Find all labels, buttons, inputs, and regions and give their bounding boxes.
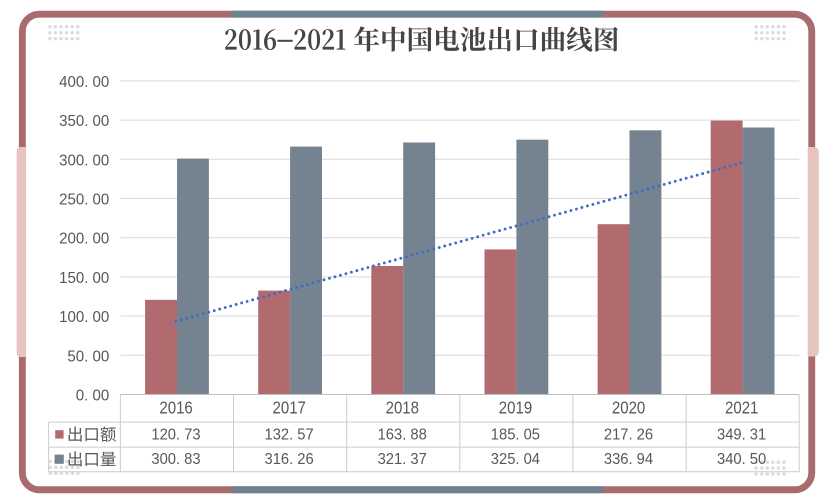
svg-text:2021: 2021 (725, 398, 758, 418)
svg-text:300. 83: 300. 83 (151, 451, 200, 468)
svg-text:250. 00: 250. 00 (59, 192, 109, 209)
svg-text:163. 88: 163. 88 (378, 426, 427, 443)
svg-text:336. 94: 336. 94 (604, 451, 653, 468)
svg-text:321. 37: 321. 37 (378, 451, 427, 468)
svg-text:2019: 2019 (499, 398, 532, 418)
svg-text:200. 00: 200. 00 (59, 231, 109, 248)
svg-text:50. 00: 50. 00 (67, 348, 109, 365)
svg-text:217. 26: 217. 26 (604, 426, 653, 443)
svg-text:2016: 2016 (159, 398, 192, 418)
svg-text:100. 00: 100. 00 (59, 309, 109, 326)
svg-text:325. 04: 325. 04 (491, 451, 540, 468)
svg-text:340. 50: 340. 50 (717, 451, 766, 468)
svg-text:120. 73: 120. 73 (151, 426, 200, 443)
svg-text:185. 05: 185. 05 (491, 426, 540, 443)
svg-text:316. 26: 316. 26 (265, 451, 314, 468)
svg-text:2017: 2017 (273, 398, 306, 418)
svg-text:349. 31: 349. 31 (717, 426, 766, 443)
svg-text:2018: 2018 (386, 398, 419, 418)
svg-text:0. 00: 0. 00 (76, 388, 110, 405)
svg-text:350. 00: 350. 00 (59, 113, 109, 130)
svg-text:400. 00: 400. 00 (59, 74, 109, 91)
svg-text:150. 00: 150. 00 (59, 270, 109, 287)
svg-text:300. 00: 300. 00 (59, 152, 109, 169)
svg-text:132. 57: 132. 57 (265, 426, 314, 443)
svg-text:2020: 2020 (612, 398, 645, 418)
